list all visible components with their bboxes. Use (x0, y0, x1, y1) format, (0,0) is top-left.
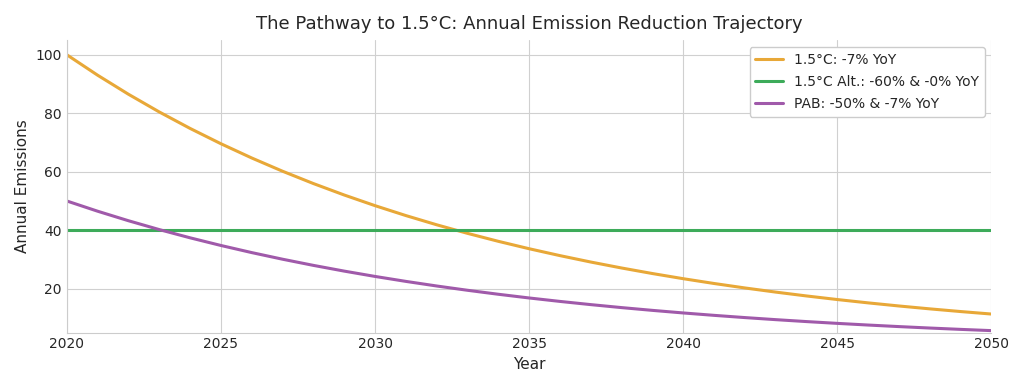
1.5°C Alt.: -60% & -0% YoY: (2.04e+03, 40): -60% & -0% YoY: (2.04e+03, 40) (585, 228, 597, 233)
1.5°C: -7% YoY: (2.02e+03, 93): -7% YoY: (2.02e+03, 93) (91, 73, 103, 77)
PAB: -50% & -7% YoY: (2.03e+03, 24.2): -50% & -7% YoY: (2.03e+03, 24.2) (369, 274, 381, 279)
Line: PAB: -50% & -7% YoY: PAB: -50% & -7% YoY (67, 201, 991, 330)
PAB: -50% & -7% YoY: (2.05e+03, 6.55): -50% & -7% YoY: (2.05e+03, 6.55) (924, 326, 936, 330)
1.5°C Alt.: -60% & -0% YoY: (2.03e+03, 40): -60% & -0% YoY: (2.03e+03, 40) (338, 228, 350, 233)
1.5°C Alt.: -60% & -0% YoY: (2.05e+03, 40): -60% & -0% YoY: (2.05e+03, 40) (985, 228, 997, 233)
1.5°C: -7% YoY: (2.03e+03, 48.4): -7% YoY: (2.03e+03, 48.4) (369, 203, 381, 208)
1.5°C: -7% YoY: (2.04e+03, 16.3): -7% YoY: (2.04e+03, 16.3) (831, 297, 844, 302)
PAB: -50% & -7% YoY: (2.03e+03, 30.1): -50% & -7% YoY: (2.03e+03, 30.1) (276, 257, 289, 262)
PAB: -50% & -7% YoY: (2.02e+03, 43.2): -50% & -7% YoY: (2.02e+03, 43.2) (122, 218, 134, 223)
PAB: -50% & -7% YoY: (2.04e+03, 8.76): -50% & -7% YoY: (2.04e+03, 8.76) (801, 319, 813, 324)
1.5°C: -7% YoY: (2.05e+03, 11.3): -7% YoY: (2.05e+03, 11.3) (985, 312, 997, 316)
PAB: -50% & -7% YoY: (2.04e+03, 15.7): -50% & -7% YoY: (2.04e+03, 15.7) (554, 299, 566, 304)
PAB: -50% & -7% YoY: (2.04e+03, 13.5): -50% & -7% YoY: (2.04e+03, 13.5) (615, 305, 628, 310)
Title: The Pathway to 1.5°C: Annual Emission Reduction Trajectory: The Pathway to 1.5°C: Annual Emission Re… (256, 15, 803, 33)
Legend: 1.5°C: -7% YoY, 1.5°C Alt.: -60% & -0% YoY, PAB: -50% & -7% YoY: 1.5°C: -7% YoY, 1.5°C Alt.: -60% & -0% Y… (750, 47, 984, 117)
1.5°C: -7% YoY: (2.02e+03, 74.8): -7% YoY: (2.02e+03, 74.8) (184, 126, 197, 131)
1.5°C Alt.: -60% & -0% YoY: (2.04e+03, 40): -60% & -0% YoY: (2.04e+03, 40) (677, 228, 689, 233)
1.5°C Alt.: -60% & -0% YoY: (2.03e+03, 40): -60% & -0% YoY: (2.03e+03, 40) (307, 228, 319, 233)
PAB: -50% & -7% YoY: (2.03e+03, 28): -50% & -7% YoY: (2.03e+03, 28) (307, 263, 319, 268)
1.5°C: -7% YoY: (2.03e+03, 56): -7% YoY: (2.03e+03, 56) (307, 181, 319, 186)
PAB: -50% & -7% YoY: (2.03e+03, 22.5): -50% & -7% YoY: (2.03e+03, 22.5) (399, 279, 412, 284)
1.5°C: -7% YoY: (2.04e+03, 21.8): -7% YoY: (2.04e+03, 21.8) (708, 281, 720, 286)
1.5°C: -7% YoY: (2.03e+03, 45): -7% YoY: (2.03e+03, 45) (399, 213, 412, 218)
1.5°C Alt.: -60% & -0% YoY: (2.04e+03, 40): -60% & -0% YoY: (2.04e+03, 40) (738, 228, 751, 233)
1.5°C Alt.: -60% & -0% YoY: (2.03e+03, 40): -60% & -0% YoY: (2.03e+03, 40) (462, 228, 474, 233)
1.5°C: -7% YoY: (2.03e+03, 60.2): -7% YoY: (2.03e+03, 60.2) (276, 169, 289, 173)
1.5°C: -7% YoY: (2.02e+03, 100): -7% YoY: (2.02e+03, 100) (60, 52, 73, 57)
1.5°C Alt.: -60% & -0% YoY: (2.04e+03, 40): -60% & -0% YoY: (2.04e+03, 40) (554, 228, 566, 233)
1.5°C Alt.: -60% & -0% YoY: (2.04e+03, 40): -60% & -0% YoY: (2.04e+03, 40) (770, 228, 782, 233)
1.5°C: -7% YoY: (2.03e+03, 41.9): -7% YoY: (2.03e+03, 41.9) (430, 223, 442, 227)
PAB: -50% & -7% YoY: (2.05e+03, 7.05): -50% & -7% YoY: (2.05e+03, 7.05) (893, 324, 905, 329)
PAB: -50% & -7% YoY: (2.02e+03, 40.2): -50% & -7% YoY: (2.02e+03, 40.2) (154, 227, 166, 232)
X-axis label: Year: Year (513, 357, 546, 372)
PAB: -50% & -7% YoY: (2.04e+03, 11.7): -50% & -7% YoY: (2.04e+03, 11.7) (677, 311, 689, 315)
1.5°C Alt.: -60% & -0% YoY: (2.04e+03, 40): -60% & -0% YoY: (2.04e+03, 40) (708, 228, 720, 233)
PAB: -50% & -7% YoY: (2.02e+03, 50): -50% & -7% YoY: (2.02e+03, 50) (60, 199, 73, 203)
1.5°C: -7% YoY: (2.04e+03, 25.2): -7% YoY: (2.04e+03, 25.2) (646, 271, 658, 276)
1.5°C Alt.: -60% & -0% YoY: (2.02e+03, 40): -60% & -0% YoY: (2.02e+03, 40) (154, 228, 166, 233)
1.5°C: -7% YoY: (2.05e+03, 12.2): -7% YoY: (2.05e+03, 12.2) (954, 309, 967, 314)
1.5°C: -7% YoY: (2.04e+03, 31.3): -7% YoY: (2.04e+03, 31.3) (554, 253, 566, 258)
1.5°C: -7% YoY: (2.03e+03, 36.2): -7% YoY: (2.03e+03, 36.2) (493, 239, 505, 244)
PAB: -50% & -7% YoY: (2.04e+03, 8.15): -50% & -7% YoY: (2.04e+03, 8.15) (831, 321, 844, 326)
1.5°C: -7% YoY: (2.02e+03, 69.6): -7% YoY: (2.02e+03, 69.6) (215, 141, 227, 146)
PAB: -50% & -7% YoY: (2.03e+03, 19.5): -50% & -7% YoY: (2.03e+03, 19.5) (462, 288, 474, 293)
1.5°C Alt.: -60% & -0% YoY: (2.04e+03, 40): -60% & -0% YoY: (2.04e+03, 40) (615, 228, 628, 233)
1.5°C: -7% YoY: (2.02e+03, 80.4): -7% YoY: (2.02e+03, 80.4) (154, 110, 166, 114)
1.5°C: -7% YoY: (2.05e+03, 14.1): -7% YoY: (2.05e+03, 14.1) (893, 304, 905, 308)
PAB: -50% & -7% YoY: (2.02e+03, 34.8): -50% & -7% YoY: (2.02e+03, 34.8) (215, 243, 227, 248)
PAB: -50% & -7% YoY: (2.04e+03, 9.42): -50% & -7% YoY: (2.04e+03, 9.42) (770, 317, 782, 322)
1.5°C Alt.: -60% & -0% YoY: (2.03e+03, 40): -60% & -0% YoY: (2.03e+03, 40) (399, 228, 412, 233)
1.5°C Alt.: -60% & -0% YoY: (2.05e+03, 40): -60% & -0% YoY: (2.05e+03, 40) (893, 228, 905, 233)
PAB: -50% & -7% YoY: (2.03e+03, 32.3): -50% & -7% YoY: (2.03e+03, 32.3) (246, 250, 258, 255)
1.5°C Alt.: -60% & -0% YoY: (2.05e+03, 40): -60% & -0% YoY: (2.05e+03, 40) (954, 228, 967, 233)
PAB: -50% & -7% YoY: (2.04e+03, 16.8): -50% & -7% YoY: (2.04e+03, 16.8) (523, 296, 536, 300)
1.5°C: -7% YoY: (2.04e+03, 20.3): -7% YoY: (2.04e+03, 20.3) (738, 286, 751, 290)
1.5°C: -7% YoY: (2.03e+03, 52): -7% YoY: (2.03e+03, 52) (338, 193, 350, 197)
PAB: -50% & -7% YoY: (2.04e+03, 12.6): -50% & -7% YoY: (2.04e+03, 12.6) (646, 308, 658, 313)
PAB: -50% & -7% YoY: (2.05e+03, 6.1): -50% & -7% YoY: (2.05e+03, 6.1) (954, 327, 967, 332)
1.5°C Alt.: -60% & -0% YoY: (2.03e+03, 40): -60% & -0% YoY: (2.03e+03, 40) (276, 228, 289, 233)
1.5°C: -7% YoY: (2.04e+03, 33.7): -7% YoY: (2.04e+03, 33.7) (523, 247, 536, 251)
PAB: -50% & -7% YoY: (2.05e+03, 5.67): -50% & -7% YoY: (2.05e+03, 5.67) (985, 328, 997, 333)
1.5°C: -7% YoY: (2.04e+03, 23.4): -7% YoY: (2.04e+03, 23.4) (677, 276, 689, 281)
1.5°C Alt.: -60% & -0% YoY: (2.02e+03, 40): -60% & -0% YoY: (2.02e+03, 40) (91, 228, 103, 233)
1.5°C Alt.: -60% & -0% YoY: (2.02e+03, 40): -60% & -0% YoY: (2.02e+03, 40) (60, 228, 73, 233)
1.5°C Alt.: -60% & -0% YoY: (2.02e+03, 40): -60% & -0% YoY: (2.02e+03, 40) (122, 228, 134, 233)
PAB: -50% & -7% YoY: (2.02e+03, 37.4): -50% & -7% YoY: (2.02e+03, 37.4) (184, 236, 197, 240)
1.5°C Alt.: -60% & -0% YoY: (2.03e+03, 40): -60% & -0% YoY: (2.03e+03, 40) (246, 228, 258, 233)
1.5°C Alt.: -60% & -0% YoY: (2.04e+03, 40): -60% & -0% YoY: (2.04e+03, 40) (523, 228, 536, 233)
PAB: -50% & -7% YoY: (2.04e+03, 10.9): -50% & -7% YoY: (2.04e+03, 10.9) (708, 313, 720, 318)
PAB: -50% & -7% YoY: (2.03e+03, 26): -50% & -7% YoY: (2.03e+03, 26) (338, 269, 350, 274)
PAB: -50% & -7% YoY: (2.04e+03, 14.6): -50% & -7% YoY: (2.04e+03, 14.6) (585, 302, 597, 307)
Y-axis label: Annual Emissions: Annual Emissions (15, 120, 30, 253)
1.5°C: -7% YoY: (2.05e+03, 13.1): -7% YoY: (2.05e+03, 13.1) (924, 307, 936, 311)
1.5°C: -7% YoY: (2.04e+03, 29.1): -7% YoY: (2.04e+03, 29.1) (585, 260, 597, 264)
1.5°C Alt.: -60% & -0% YoY: (2.03e+03, 40): -60% & -0% YoY: (2.03e+03, 40) (493, 228, 505, 233)
PAB: -50% & -7% YoY: (2.05e+03, 7.58): -50% & -7% YoY: (2.05e+03, 7.58) (862, 323, 874, 327)
PAB: -50% & -7% YoY: (2.03e+03, 20.9): -50% & -7% YoY: (2.03e+03, 20.9) (430, 284, 442, 288)
1.5°C: -7% YoY: (2.04e+03, 17.5): -7% YoY: (2.04e+03, 17.5) (801, 294, 813, 298)
1.5°C Alt.: -60% & -0% YoY: (2.04e+03, 40): -60% & -0% YoY: (2.04e+03, 40) (801, 228, 813, 233)
PAB: -50% & -7% YoY: (2.02e+03, 46.5): -50% & -7% YoY: (2.02e+03, 46.5) (91, 209, 103, 214)
PAB: -50% & -7% YoY: (2.04e+03, 10.1): -50% & -7% YoY: (2.04e+03, 10.1) (738, 315, 751, 320)
1.5°C Alt.: -60% & -0% YoY: (2.05e+03, 40): -60% & -0% YoY: (2.05e+03, 40) (924, 228, 936, 233)
1.5°C: -7% YoY: (2.04e+03, 27.1): -7% YoY: (2.04e+03, 27.1) (615, 265, 628, 270)
1.5°C Alt.: -60% & -0% YoY: (2.04e+03, 40): -60% & -0% YoY: (2.04e+03, 40) (831, 228, 844, 233)
1.5°C: -7% YoY: (2.02e+03, 86.5): -7% YoY: (2.02e+03, 86.5) (122, 92, 134, 97)
1.5°C: -7% YoY: (2.05e+03, 15.2): -7% YoY: (2.05e+03, 15.2) (862, 301, 874, 305)
1.5°C: -7% YoY: (2.03e+03, 38.9): -7% YoY: (2.03e+03, 38.9) (462, 231, 474, 236)
1.5°C: -7% YoY: (2.03e+03, 64.7): -7% YoY: (2.03e+03, 64.7) (246, 156, 258, 160)
1.5°C: -7% YoY: (2.04e+03, 18.8): -7% YoY: (2.04e+03, 18.8) (770, 290, 782, 295)
PAB: -50% & -7% YoY: (2.03e+03, 18.1): -50% & -7% YoY: (2.03e+03, 18.1) (493, 292, 505, 296)
1.5°C Alt.: -60% & -0% YoY: (2.03e+03, 40): -60% & -0% YoY: (2.03e+03, 40) (430, 228, 442, 233)
1.5°C Alt.: -60% & -0% YoY: (2.02e+03, 40): -60% & -0% YoY: (2.02e+03, 40) (215, 228, 227, 233)
1.5°C Alt.: -60% & -0% YoY: (2.05e+03, 40): -60% & -0% YoY: (2.05e+03, 40) (862, 228, 874, 233)
Line: 1.5°C: -7% YoY: 1.5°C: -7% YoY (67, 55, 991, 314)
1.5°C Alt.: -60% & -0% YoY: (2.02e+03, 40): -60% & -0% YoY: (2.02e+03, 40) (184, 228, 197, 233)
1.5°C Alt.: -60% & -0% YoY: (2.04e+03, 40): -60% & -0% YoY: (2.04e+03, 40) (646, 228, 658, 233)
1.5°C Alt.: -60% & -0% YoY: (2.03e+03, 40): -60% & -0% YoY: (2.03e+03, 40) (369, 228, 381, 233)
